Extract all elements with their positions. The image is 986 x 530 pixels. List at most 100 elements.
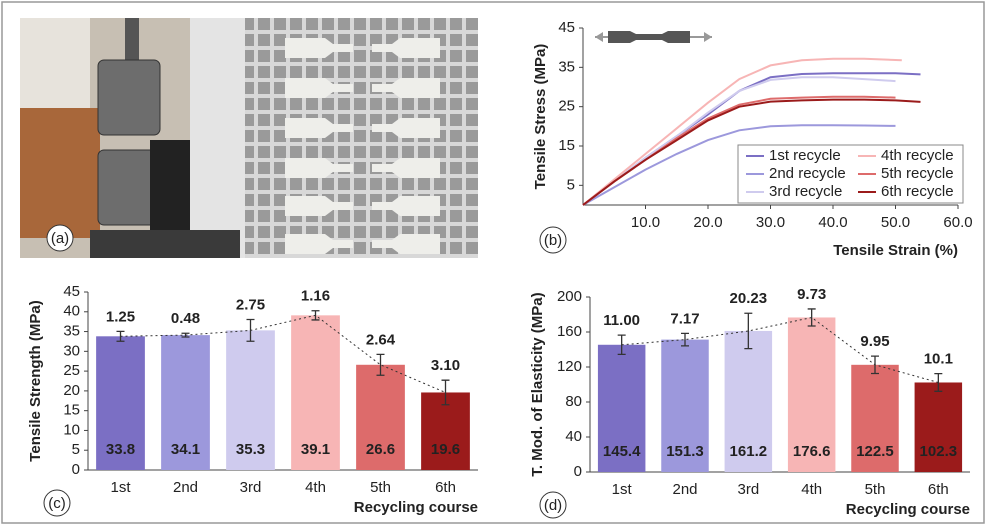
value-label: 35.3 (236, 441, 265, 458)
x-tick-label: 40.0 (818, 214, 847, 231)
legend-box (737, 144, 964, 204)
x-tick-label: 30.0 (756, 214, 785, 231)
photo-grip (97, 59, 161, 136)
x-tick-label: 4th (305, 479, 326, 496)
y-tick-label: 40 (565, 428, 582, 445)
bar (661, 339, 709, 472)
panel-label: (b) (544, 232, 562, 249)
error-bar (681, 332, 689, 347)
bar (161, 335, 210, 470)
photo-clamp (150, 140, 190, 240)
y-tick-label: 120 (557, 358, 582, 375)
x-axis-title: Recycling course (354, 499, 478, 516)
error-label: 9.73 (797, 286, 826, 303)
series-line (582, 124, 896, 206)
error-bar (441, 379, 450, 406)
photo-light (20, 18, 90, 108)
y-tick-label: 0 (574, 463, 582, 480)
legend-label: 5th recycle (881, 165, 954, 182)
y-tick-label: 5 (72, 441, 80, 458)
series-line (582, 98, 921, 206)
legend-label: 4th recycle (881, 147, 954, 164)
value-label: 39.1 (301, 441, 330, 458)
value-label: 145.4 (603, 443, 641, 460)
x-axis-title: Tensile Strain (%) (833, 242, 958, 259)
photo-base (90, 230, 240, 258)
y-tick-label: 35 (558, 58, 575, 75)
legend-label: 6th recycle (881, 183, 954, 200)
x-tick-label: 3rd (240, 479, 262, 496)
x-tick-label: 10.0 (631, 214, 660, 231)
y-tick-label: 5 (567, 176, 575, 193)
panel-label-circle (43, 489, 71, 517)
panel-label-circle (46, 224, 74, 252)
value-label: 176.6 (793, 443, 831, 460)
y-tick-label: 40 (63, 303, 80, 320)
error-label: 2.64 (366, 331, 396, 348)
error-label: 1.16 (301, 288, 330, 305)
x-axis-title: Recycling course (846, 501, 970, 518)
value-label: 122.5 (856, 443, 894, 460)
y-tick-label: 45 (63, 283, 80, 300)
y-tick-label: 15 (63, 402, 80, 419)
x-tick-label: 20.0 (693, 214, 722, 231)
x-tick-label: 50.0 (881, 214, 910, 231)
value-label: 161.2 (730, 443, 768, 460)
panel-label: (a) (51, 230, 69, 247)
x-tick-label: 6th (928, 481, 949, 498)
photo-grid (245, 18, 478, 258)
y-tick-label: 10 (63, 421, 80, 438)
error-label: 7.17 (670, 310, 699, 327)
y-tick-label: 80 (565, 393, 582, 410)
bar (421, 392, 470, 470)
value-label: 151.3 (666, 443, 704, 460)
value-label: 33.8 (106, 441, 135, 458)
value-label: 26.6 (366, 441, 395, 458)
bar (787, 317, 836, 472)
photo: (a) (20, 18, 478, 258)
x-tick-label: 5th (370, 479, 391, 496)
y-tick-label: 25 (63, 362, 80, 379)
x-tick-label: 6th (435, 479, 456, 496)
y-tick-label: 25 (558, 98, 575, 115)
x-tick-label: 3rd (737, 481, 759, 498)
error-bar (617, 334, 626, 356)
y-axis-title: Tensile Strength (MPa) (27, 300, 44, 461)
x-tick-label: 1st (110, 479, 131, 496)
panel-label-circle (539, 491, 567, 519)
photo-table (20, 108, 100, 238)
error-label: 3.10 (431, 357, 460, 374)
legend-label: 1st recycle (769, 147, 841, 164)
bar (356, 364, 405, 470)
y-tick-label: 35 (63, 323, 80, 340)
bar (851, 364, 899, 472)
error-bar (934, 373, 943, 392)
legend-label: 2nd recycle (769, 165, 846, 182)
y-tick-label: 160 (557, 323, 582, 340)
x-tick-label: 5th (865, 481, 886, 498)
y-tick-label: 45 (558, 19, 575, 36)
error-label: 10.1 (924, 351, 953, 368)
x-tick-label: 4th (801, 481, 822, 498)
error-label: 0.48 (171, 310, 200, 327)
error-label: 11.00 (603, 312, 640, 329)
bar (597, 344, 646, 472)
panel-label: (c) (48, 495, 66, 512)
x-tick-label: 2nd (672, 481, 697, 498)
error-bar (744, 312, 753, 350)
panel-label-circle (539, 226, 567, 254)
y-tick-label: 0 (72, 461, 80, 478)
bar (914, 382, 963, 472)
value-label: 34.1 (171, 441, 200, 458)
x-tick-label: 1st (612, 481, 633, 498)
x-tick-label: 60.0 (943, 214, 972, 231)
error-bar (807, 308, 816, 327)
value-label: 19.6 (431, 441, 460, 458)
specimen-icon (595, 31, 712, 43)
y-tick-label: 15 (558, 137, 575, 154)
photo-frame (190, 18, 245, 258)
y-tick-label: 30 (63, 342, 80, 359)
value-label: 102.3 (920, 443, 958, 460)
